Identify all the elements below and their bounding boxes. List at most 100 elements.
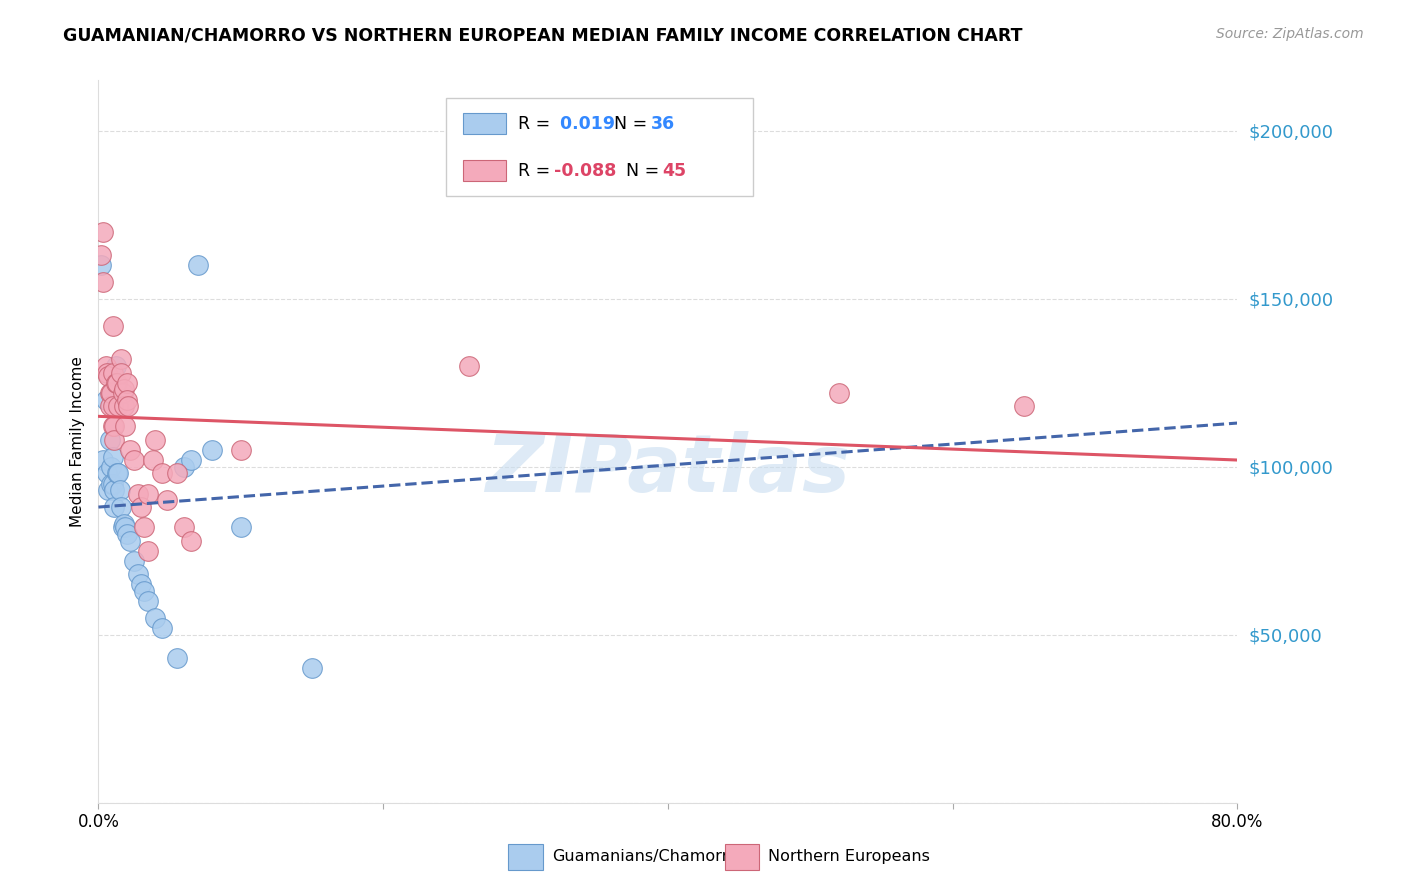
Text: ZIPatlas: ZIPatlas bbox=[485, 432, 851, 509]
FancyBboxPatch shape bbox=[463, 160, 506, 181]
FancyBboxPatch shape bbox=[725, 845, 759, 870]
Point bbox=[117, 399, 139, 413]
Point bbox=[180, 533, 202, 548]
Point bbox=[94, 359, 117, 373]
Text: 36: 36 bbox=[651, 115, 675, 133]
Point bbox=[114, 520, 136, 534]
Point bbox=[201, 442, 224, 457]
Point bbox=[115, 527, 138, 541]
Point bbox=[91, 275, 114, 289]
Point bbox=[180, 453, 202, 467]
Point bbox=[132, 584, 155, 599]
Point bbox=[110, 500, 132, 514]
Point bbox=[1012, 399, 1035, 413]
Point bbox=[98, 399, 121, 413]
Point bbox=[104, 359, 127, 373]
Text: Source: ZipAtlas.com: Source: ZipAtlas.com bbox=[1216, 27, 1364, 41]
Point bbox=[129, 500, 152, 514]
Point bbox=[301, 661, 323, 675]
Y-axis label: Median Family Income: Median Family Income bbox=[69, 356, 84, 527]
Point bbox=[103, 419, 125, 434]
Text: N =: N = bbox=[614, 115, 652, 133]
Point bbox=[100, 476, 122, 491]
Point bbox=[101, 450, 124, 464]
Text: Guamanians/Chamorros: Guamanians/Chamorros bbox=[551, 849, 745, 864]
Point bbox=[101, 399, 124, 413]
Point bbox=[115, 376, 138, 390]
Point bbox=[115, 392, 138, 407]
Point bbox=[98, 385, 121, 400]
Point bbox=[145, 433, 167, 447]
Point bbox=[129, 577, 152, 591]
Text: 45: 45 bbox=[662, 161, 686, 179]
Text: R =: R = bbox=[517, 161, 555, 179]
Text: -0.088: -0.088 bbox=[554, 161, 616, 179]
Point bbox=[111, 385, 134, 400]
Point bbox=[112, 399, 135, 413]
Point bbox=[101, 318, 124, 333]
Point bbox=[141, 453, 163, 467]
Point bbox=[127, 567, 149, 582]
Point bbox=[114, 419, 136, 434]
Point bbox=[136, 543, 159, 558]
Point bbox=[105, 467, 128, 481]
Point bbox=[132, 520, 155, 534]
Point bbox=[108, 483, 131, 498]
Point bbox=[127, 486, 149, 500]
Point bbox=[118, 533, 141, 548]
Point bbox=[112, 383, 135, 397]
Point bbox=[91, 225, 114, 239]
Point bbox=[90, 258, 112, 272]
Point bbox=[91, 453, 114, 467]
Point bbox=[173, 520, 195, 534]
Point bbox=[101, 419, 124, 434]
Point bbox=[90, 248, 112, 262]
Point bbox=[97, 483, 120, 498]
Point bbox=[122, 554, 145, 568]
Point bbox=[110, 352, 132, 367]
Point bbox=[103, 433, 125, 447]
Point bbox=[136, 486, 159, 500]
Point bbox=[96, 467, 118, 481]
Text: 0.019: 0.019 bbox=[554, 115, 614, 133]
Point bbox=[96, 366, 118, 380]
Point bbox=[98, 433, 121, 447]
Point bbox=[110, 366, 132, 380]
Point bbox=[97, 369, 120, 384]
Point bbox=[100, 459, 122, 474]
Text: Northern Europeans: Northern Europeans bbox=[768, 849, 929, 864]
Point bbox=[101, 366, 124, 380]
Point bbox=[112, 516, 135, 531]
Point bbox=[828, 385, 851, 400]
Point bbox=[103, 500, 125, 514]
Point bbox=[107, 399, 129, 413]
Point bbox=[229, 442, 252, 457]
Point bbox=[173, 459, 195, 474]
Point bbox=[166, 651, 188, 665]
Point bbox=[94, 392, 117, 407]
Text: GUAMANIAN/CHAMORRO VS NORTHERN EUROPEAN MEDIAN FAMILY INCOME CORRELATION CHART: GUAMANIAN/CHAMORRO VS NORTHERN EUROPEAN … bbox=[63, 27, 1022, 45]
Point bbox=[457, 359, 479, 373]
Point bbox=[107, 467, 129, 481]
Point bbox=[103, 483, 125, 498]
Text: R =: R = bbox=[517, 115, 555, 133]
Point bbox=[229, 520, 252, 534]
Point bbox=[100, 385, 122, 400]
Point bbox=[118, 442, 141, 457]
FancyBboxPatch shape bbox=[509, 845, 543, 870]
Point bbox=[136, 594, 159, 608]
Point bbox=[101, 476, 124, 491]
Point bbox=[145, 611, 167, 625]
Text: N =: N = bbox=[626, 161, 665, 179]
Point bbox=[152, 467, 174, 481]
Point bbox=[152, 621, 174, 635]
Point bbox=[104, 376, 127, 390]
Point bbox=[111, 520, 134, 534]
Point bbox=[122, 453, 145, 467]
Point bbox=[187, 258, 209, 272]
FancyBboxPatch shape bbox=[446, 98, 754, 196]
FancyBboxPatch shape bbox=[463, 112, 506, 135]
Point bbox=[105, 376, 128, 390]
Point bbox=[166, 467, 188, 481]
Point bbox=[156, 493, 179, 508]
